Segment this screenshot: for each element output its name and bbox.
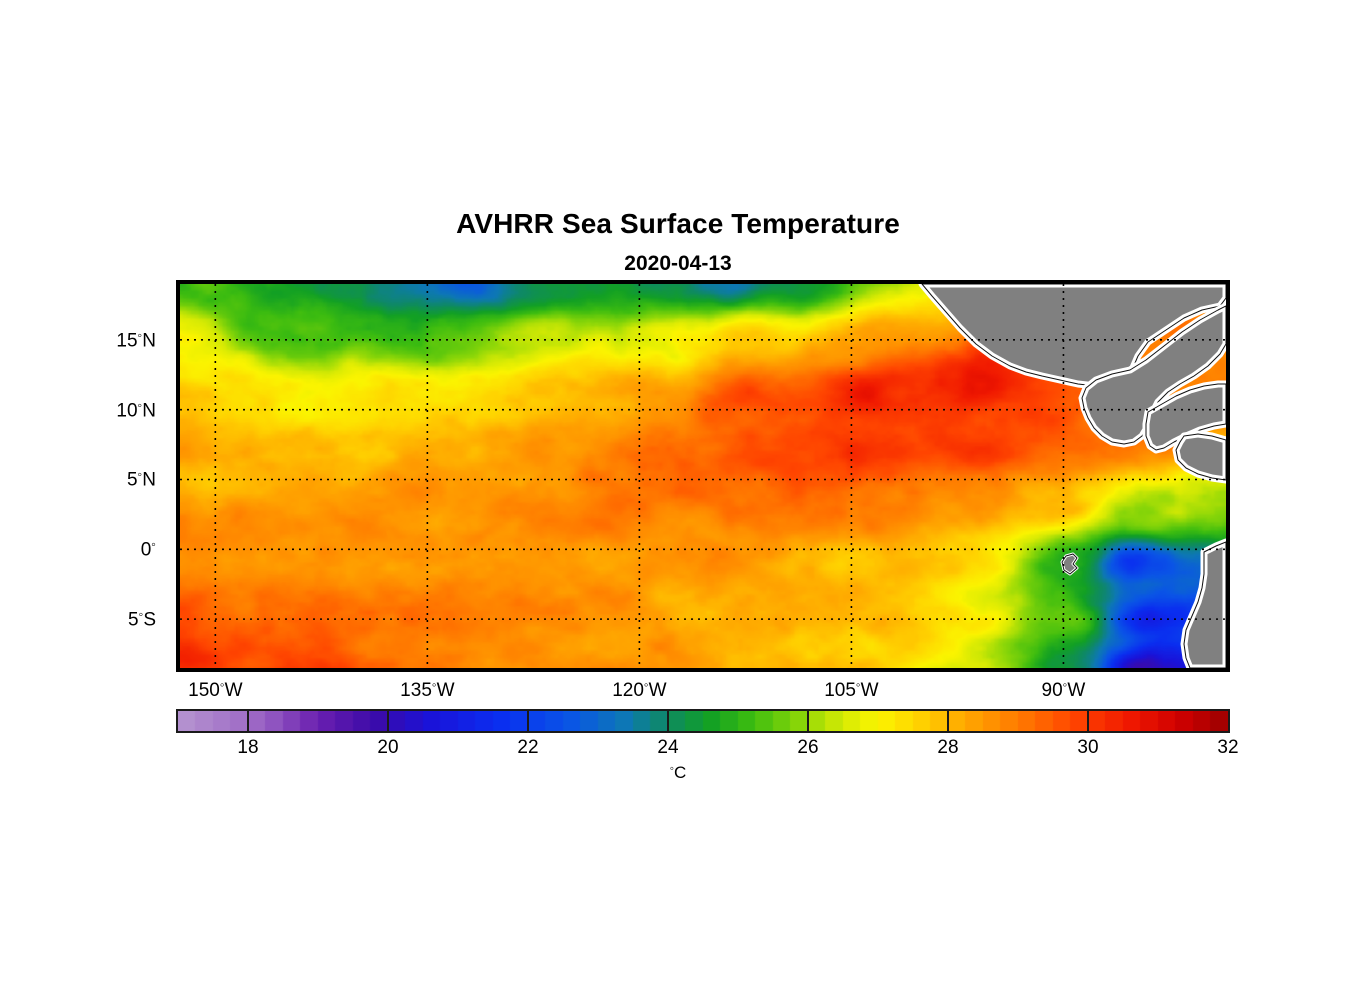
y-axis-tick-label: 10◦N	[116, 397, 156, 422]
y-axis-tick-label: 0◦	[140, 536, 156, 561]
x-axis-tick	[853, 668, 857, 672]
colorbar-tick	[387, 711, 389, 731]
x-axis-tick	[429, 668, 433, 672]
colorbar-tick	[807, 711, 809, 731]
colorbar-tick	[1087, 711, 1089, 731]
x-axis-tick-label: 120◦W	[612, 677, 667, 701]
figure-subtitle: 2020-04-13	[624, 252, 732, 275]
x-axis-tick	[217, 668, 221, 672]
y-axis-tick	[176, 342, 180, 346]
colorbar-tick-label: 26	[797, 737, 819, 758]
colorbar-tick-label: 22	[517, 737, 539, 758]
map-axes	[176, 280, 1230, 672]
colorbar-tick	[947, 711, 949, 731]
colorbar-tick-label: 32	[1217, 737, 1239, 758]
colorbar-tick	[667, 711, 669, 731]
colorbar-tick-label: 24	[657, 737, 679, 758]
colorbar	[176, 709, 1230, 733]
y-axis-tick	[1226, 342, 1230, 346]
colorbar-tick-label: 30	[1077, 737, 1099, 758]
y-axis-tick	[176, 551, 180, 555]
sst-heatmap	[180, 284, 1226, 668]
y-axis-tick	[1226, 412, 1230, 416]
y-axis-tick	[176, 481, 180, 485]
x-axis-tick-label: 105◦W	[824, 677, 879, 701]
figure-title: AVHRR Sea Surface Temperature	[456, 208, 900, 239]
colorbar-tick-label: 20	[377, 737, 399, 758]
y-axis-tick-label: 15◦N	[116, 327, 156, 352]
y-axis-tick	[1226, 621, 1230, 625]
colorbar-tick-label: 18	[237, 737, 259, 758]
x-axis-tick	[429, 280, 433, 284]
colorbar-tick-label: 28	[937, 737, 959, 758]
y-axis-tick	[1226, 481, 1230, 485]
x-axis-tick	[641, 280, 645, 284]
y-axis-tick	[176, 621, 180, 625]
x-axis-tick-label: 90◦W	[1041, 677, 1086, 701]
x-axis-tick-label: 150◦W	[188, 677, 243, 701]
x-axis-tick	[853, 280, 857, 284]
x-axis-tick-label: 135◦W	[400, 677, 455, 701]
colorbar-gradient	[178, 711, 1228, 731]
colorbar-unit-label: ◦C	[669, 761, 687, 783]
colorbar-tick	[527, 711, 529, 731]
x-axis-tick	[1065, 280, 1069, 284]
x-axis-tick	[1065, 668, 1069, 672]
y-axis-tick-label: 5◦S	[128, 606, 156, 631]
y-axis-tick	[176, 412, 180, 416]
y-axis-tick-label: 5◦N	[126, 467, 156, 491]
x-axis-tick	[641, 668, 645, 672]
colorbar-tick	[247, 711, 249, 731]
y-axis-tick	[1226, 551, 1230, 555]
x-axis-tick	[217, 280, 221, 284]
